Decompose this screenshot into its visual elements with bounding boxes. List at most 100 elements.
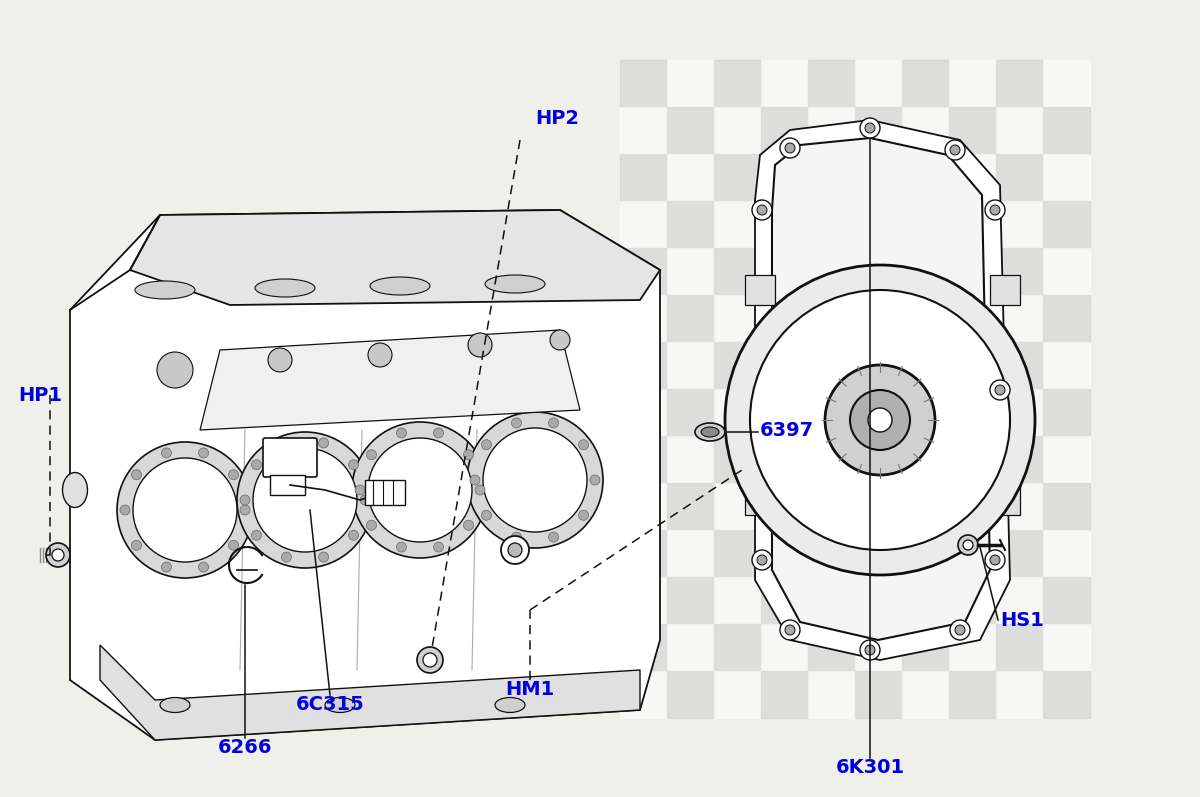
Ellipse shape (695, 423, 725, 441)
Polygon shape (130, 210, 660, 305)
Circle shape (120, 505, 130, 515)
Bar (949, 530, 996, 577)
Circle shape (282, 438, 292, 448)
Bar (620, 577, 667, 624)
Bar (761, 624, 808, 671)
Bar (996, 436, 1043, 483)
Ellipse shape (325, 697, 355, 713)
Circle shape (750, 290, 1010, 550)
Bar (808, 530, 854, 577)
Bar (620, 60, 667, 107)
Circle shape (318, 552, 329, 562)
Circle shape (590, 475, 600, 485)
Bar (714, 530, 761, 577)
Circle shape (752, 200, 772, 220)
Bar (761, 483, 808, 530)
Bar (949, 107, 996, 154)
Bar (667, 671, 714, 718)
Circle shape (228, 540, 239, 550)
Bar (949, 577, 996, 624)
Bar (996, 201, 1043, 248)
Bar (854, 342, 902, 389)
Bar (714, 295, 761, 342)
Circle shape (433, 542, 444, 552)
Bar (620, 389, 667, 436)
Bar (365, 480, 406, 505)
Bar (761, 201, 808, 248)
Circle shape (198, 448, 209, 458)
Bar (761, 671, 808, 718)
Bar (996, 154, 1043, 201)
Bar (902, 107, 949, 154)
Text: HS1: HS1 (1000, 611, 1044, 630)
Bar (808, 671, 854, 718)
Circle shape (757, 555, 767, 565)
Ellipse shape (701, 427, 719, 437)
Circle shape (424, 653, 437, 667)
Circle shape (318, 438, 329, 448)
Circle shape (868, 408, 892, 432)
Circle shape (46, 543, 70, 567)
Circle shape (757, 205, 767, 215)
Bar (854, 248, 902, 295)
Bar (902, 154, 949, 201)
Bar (761, 295, 808, 342)
Bar (714, 107, 761, 154)
Bar (620, 201, 667, 248)
Bar (854, 107, 902, 154)
Bar (1043, 107, 1090, 154)
Circle shape (950, 620, 970, 640)
Circle shape (860, 118, 880, 138)
Bar (714, 154, 761, 201)
Bar (902, 295, 949, 342)
Bar (808, 60, 854, 107)
Circle shape (467, 412, 604, 548)
Bar (1043, 624, 1090, 671)
Polygon shape (70, 210, 660, 740)
Bar (667, 624, 714, 671)
Bar (761, 436, 808, 483)
Circle shape (985, 200, 1006, 220)
Bar (902, 577, 949, 624)
Bar (854, 295, 902, 342)
Circle shape (995, 385, 1006, 395)
Ellipse shape (256, 279, 314, 297)
Circle shape (240, 495, 250, 505)
Bar (667, 577, 714, 624)
Circle shape (985, 550, 1006, 570)
Text: 6397: 6397 (760, 421, 814, 439)
Circle shape (511, 418, 522, 428)
Bar (808, 107, 854, 154)
Circle shape (508, 543, 522, 557)
Bar (761, 530, 808, 577)
Bar (620, 154, 667, 201)
Bar (620, 436, 667, 483)
Bar (949, 436, 996, 483)
Bar (667, 342, 714, 389)
Bar (667, 530, 714, 577)
Bar (714, 389, 761, 436)
Circle shape (366, 520, 377, 530)
Circle shape (252, 460, 262, 469)
Bar (620, 295, 667, 342)
Bar (745, 275, 775, 305)
Bar (854, 530, 902, 577)
Bar (808, 624, 854, 671)
Bar (902, 248, 949, 295)
Bar (620, 342, 667, 389)
Circle shape (118, 442, 253, 578)
Bar (854, 201, 902, 248)
Circle shape (253, 448, 358, 552)
Bar (761, 154, 808, 201)
Bar (1043, 342, 1090, 389)
Ellipse shape (160, 697, 190, 713)
Text: 6K301: 6K301 (835, 758, 905, 777)
Circle shape (955, 625, 965, 635)
Circle shape (463, 450, 474, 460)
Bar (996, 295, 1043, 342)
Bar (996, 624, 1043, 671)
Bar (667, 154, 714, 201)
Polygon shape (100, 645, 640, 740)
Circle shape (157, 352, 193, 388)
Bar (808, 295, 854, 342)
